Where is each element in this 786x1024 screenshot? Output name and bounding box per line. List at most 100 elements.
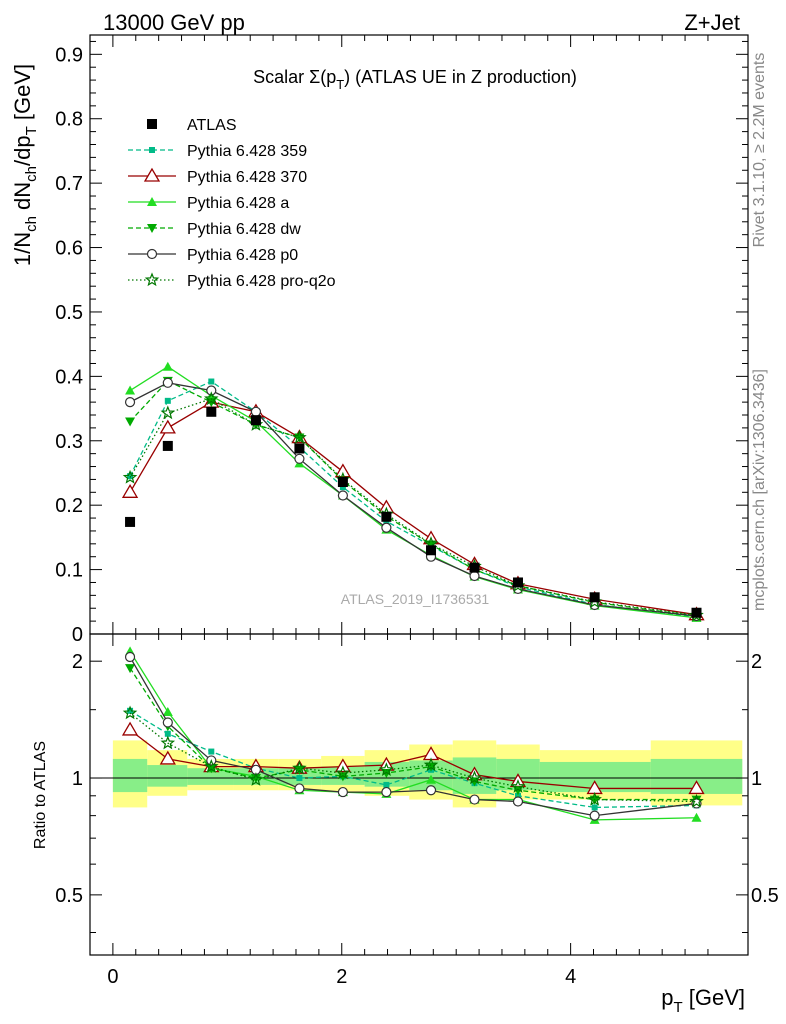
ratio-series-point: [124, 651, 136, 663]
ratio-series-point: [160, 735, 176, 750]
ratio-series-point: [691, 812, 702, 822]
data-point: [589, 592, 600, 603]
ratio-series-point: [122, 705, 138, 720]
ratio-series-point: [510, 779, 526, 793]
ratio-series-line: [129, 712, 697, 803]
series-point: [381, 522, 392, 533]
ratio-series-point: [164, 730, 171, 737]
ratio-series-point: [162, 717, 173, 728]
series-line: [129, 382, 697, 617]
ratio-series-point: [423, 757, 439, 772]
y-tick-label: 0.6: [55, 238, 83, 260]
data-point: [469, 562, 480, 573]
ratio-series-point: [159, 750, 176, 765]
ratio-series-point: [296, 775, 303, 782]
ratio-series-point: [379, 762, 394, 776]
main-y-axis-label: 1/Nch dNch/dpT [GeV]: [10, 64, 40, 266]
legend-marker: [143, 167, 161, 182]
y-tick-label: 0.1: [55, 560, 83, 582]
series-point: [339, 484, 346, 491]
header-beam-label: 13000 GeV pp: [103, 10, 245, 35]
x-tick-label: 0: [107, 966, 118, 988]
legend-marker: [147, 224, 157, 233]
ratio-series-point: [125, 664, 136, 674]
legend-marker: [149, 147, 155, 153]
series-line: [129, 401, 697, 616]
legend-label: Pythia 6.428 dw: [187, 221, 301, 238]
ratio-series-line: [129, 710, 697, 809]
y-tick-label: 0.7: [55, 173, 83, 195]
series-point: [121, 484, 139, 498]
data-point: [426, 545, 437, 556]
x-tick-label: 2: [336, 966, 347, 988]
ratio-series-point: [248, 772, 264, 786]
ratio-series-point: [469, 794, 480, 805]
ratio-series-point: [335, 765, 351, 780]
legend-label: Pythia 6.428 p0: [187, 247, 298, 264]
main-panel: 0 0.1 0.2 0.3 0.4 0.5 0.6 0.7 0.8 0.9: [55, 34, 749, 646]
ratio-series-point: [162, 706, 173, 716]
series-point: [125, 417, 136, 427]
ratio-series-point: [121, 721, 139, 736]
ratio-series-line: [129, 651, 697, 821]
mcplots-label: mcplots.cern.ch [arXiv:1306.3436]: [751, 369, 768, 611]
ratio-series-point: [589, 810, 600, 821]
ratio-series-line: [129, 656, 697, 817]
data-point: [125, 516, 136, 527]
series-line: [129, 380, 697, 617]
ratio-panel: 0 2 4 0.5 0.5 1 1 2 2: [55, 633, 779, 988]
legend-label: Pythia 6.428 pro-q2o: [187, 273, 336, 290]
ratio-band-green: [147, 765, 188, 787]
ratio-series-point: [208, 748, 215, 755]
data-point: [512, 577, 523, 588]
header-process-label: Z+Jet: [684, 10, 740, 35]
legend-label: Pythia 6.428 370: [187, 169, 307, 186]
ratio-series-point: [467, 770, 482, 785]
series-point: [160, 405, 176, 420]
x-axis-label: pT [GeV]: [661, 985, 745, 1016]
ratio-y-axis-label: Ratio to ATLAS: [32, 741, 49, 849]
ratio-y-tick-label-right: 2: [751, 651, 762, 673]
series-point: [122, 469, 138, 484]
ratio-series-point: [292, 760, 307, 775]
legend: ATLAS Pythia 6.428 359 Pythia 6.428 370 Pyt…: [128, 117, 336, 290]
series-point: [204, 391, 219, 406]
legend-marker: [146, 248, 158, 260]
data-point: [381, 511, 392, 522]
ratio-series-point: [512, 796, 524, 807]
series-point: [469, 570, 480, 582]
data-point: [162, 440, 173, 451]
ratio-series-point: [688, 780, 705, 795]
legend-label: Pythia 6.428 a: [187, 195, 289, 212]
series-point: [124, 397, 136, 408]
ratio-series-point: [250, 774, 261, 784]
ratio-y-tick-label-right: 0.5: [751, 885, 779, 907]
y-tick-label: 0.5: [55, 302, 83, 324]
ratio-series-point: [426, 774, 437, 784]
series-point: [127, 473, 134, 480]
ratio-band-green: [187, 768, 234, 785]
ratio-series-point: [381, 786, 392, 798]
series-point: [206, 385, 217, 396]
y-tick-label: 0.9: [55, 44, 83, 66]
x-tick-label: 4: [565, 966, 576, 988]
ratio-y-tick-label: 0.5: [55, 885, 83, 907]
legend-marker: [144, 272, 160, 287]
series-point: [125, 385, 136, 395]
series-point: [294, 453, 305, 464]
series-point: [250, 406, 262, 417]
series-point: [334, 463, 352, 478]
legend-marker: [147, 197, 157, 206]
series-point: [162, 361, 173, 371]
ratio-series-point: [587, 791, 602, 806]
series-point: [208, 378, 215, 385]
ratio-series-point: [127, 707, 134, 714]
series-point: [337, 490, 349, 501]
ratio-series-point: [689, 793, 704, 808]
ratio-y-tick-label: 2: [72, 651, 83, 673]
legend-marker-data: [147, 119, 157, 129]
ratio-y-tick-label-right: 1: [751, 768, 762, 790]
ratio-series-point: [425, 785, 437, 796]
